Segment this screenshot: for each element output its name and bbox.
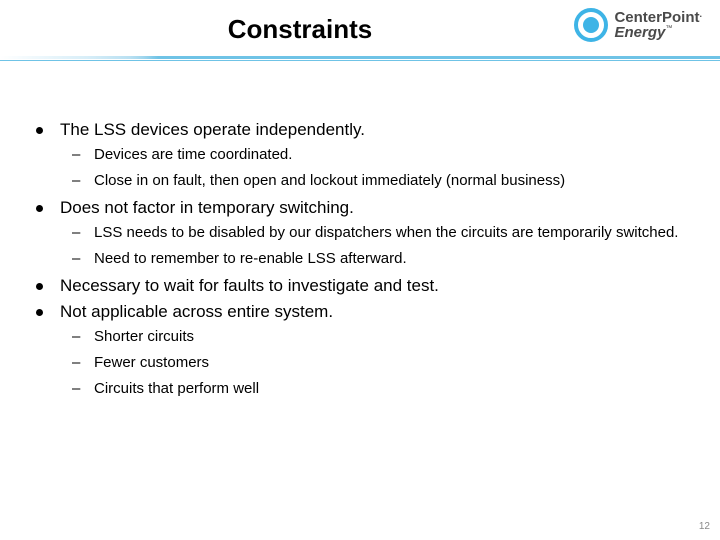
logo-icon xyxy=(574,8,608,42)
bullet-1-sub-1: Devices are time coordinated. xyxy=(34,146,694,163)
logo-dot: . xyxy=(699,9,702,19)
logo-line2: Energy xyxy=(614,24,665,41)
bullet-1: The LSS devices operate independently. xyxy=(34,120,694,140)
slide: Constraints CenterPoint. Energy™ The LSS… xyxy=(0,0,720,540)
header-rule xyxy=(0,56,720,62)
bullet-4-sub-3: Circuits that perform well xyxy=(34,380,694,397)
slide-title: Constraints xyxy=(228,14,372,45)
bullet-4: Not applicable across entire system. xyxy=(34,302,694,322)
content-body: The LSS devices operate independently. D… xyxy=(34,120,694,406)
bullet-3: Necessary to wait for faults to investig… xyxy=(34,276,694,296)
page-number: 12 xyxy=(699,521,710,532)
logo-text: CenterPoint. Energy™ xyxy=(614,10,702,40)
bullet-2-sub-2: Need to remember to re-enable LSS afterw… xyxy=(34,250,694,267)
bullet-2-sub-1: LSS needs to be disabled by our dispatch… xyxy=(34,224,694,241)
logo-tm: ™ xyxy=(665,25,672,32)
bullet-4-sub-2: Fewer customers xyxy=(34,354,694,371)
bullet-2: Does not factor in temporary switching. xyxy=(34,198,694,218)
bullet-1-sub-2: Close in on fault, then open and lockout… xyxy=(34,172,694,189)
company-logo: CenterPoint. Energy™ xyxy=(574,8,702,42)
bullet-4-sub-1: Shorter circuits xyxy=(34,328,694,345)
